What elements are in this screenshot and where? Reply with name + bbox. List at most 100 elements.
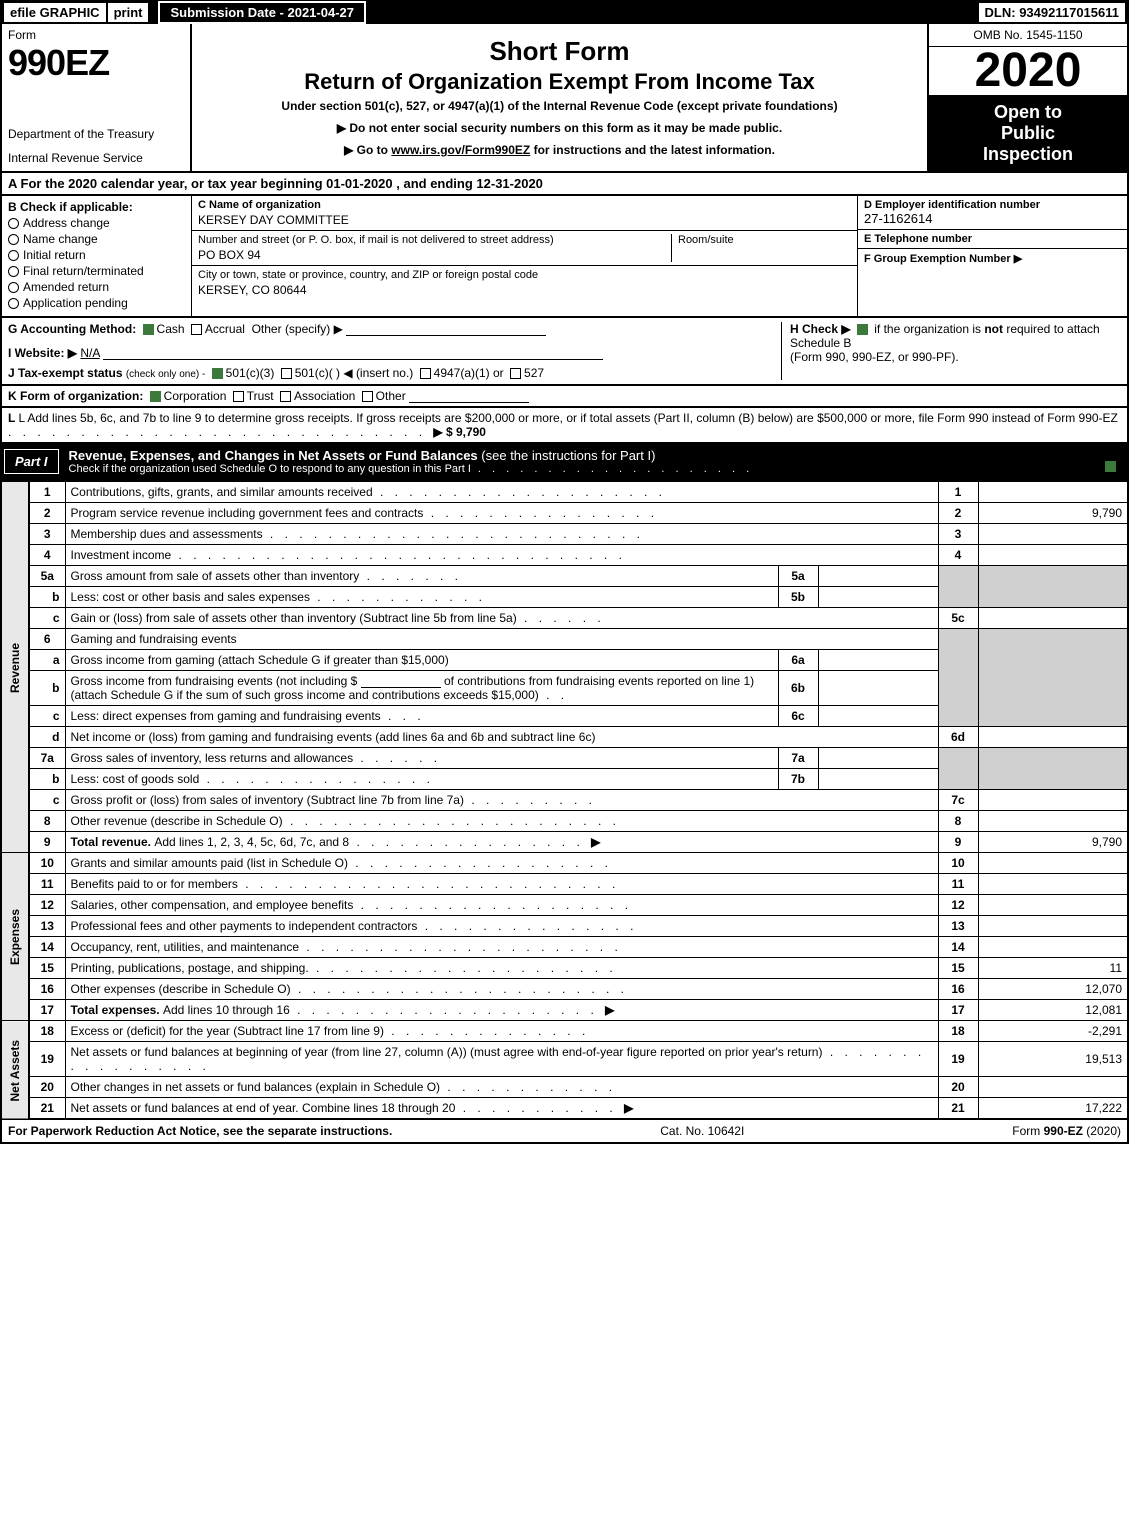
line-17: 17 Total expenses. Add lines 10 through … — [1, 1000, 1128, 1021]
chk-address-change[interactable]: Address change — [8, 216, 185, 230]
amt-15: 11 — [978, 958, 1128, 979]
amt-14 — [978, 937, 1128, 958]
line-8: 8 Other revenue (describe in Schedule O)… — [1, 811, 1128, 832]
inval-5b — [818, 587, 938, 608]
ghij-block: G Accounting Method: Cash Accrual Other … — [0, 318, 1129, 386]
org-address: PO BOX 94 — [198, 248, 671, 262]
chk-initial-return[interactable]: Initial return — [8, 248, 185, 262]
open-public-badge: Open to Public Inspection — [929, 96, 1127, 171]
chk-other-org[interactable] — [362, 391, 373, 402]
amt-5c — [978, 608, 1128, 629]
chk-501c[interactable] — [281, 368, 292, 379]
part-i-title: Revenue, Expenses, and Changes in Net As… — [61, 444, 1127, 479]
section-b: B Check if applicable: Address change Na… — [2, 196, 192, 316]
amt-1 — [978, 482, 1128, 503]
chk-schedule-b-not-required[interactable] — [857, 324, 868, 335]
line-15: 15 Printing, publications, postage, and … — [1, 958, 1128, 979]
amt-3 — [978, 524, 1128, 545]
under-section: Under section 501(c), 527, or 4947(a)(1)… — [202, 99, 917, 113]
form-ref: Form 990-EZ (2020) — [1012, 1124, 1121, 1138]
amt-19: 19,513 — [978, 1042, 1128, 1077]
inval-5a — [818, 566, 938, 587]
chk-corporation[interactable] — [150, 391, 161, 402]
paperwork-notice: For Paperwork Reduction Act Notice, see … — [8, 1124, 392, 1138]
h-pre: H Check ▶ — [790, 322, 854, 336]
chk-final-return[interactable]: Final return/terminated — [8, 264, 185, 278]
amt-20 — [978, 1077, 1128, 1098]
chk-amended-return[interactable]: Amended return — [8, 280, 185, 294]
amt-17: 12,081 — [978, 1000, 1128, 1021]
org-city: KERSEY, CO 80644 — [198, 283, 851, 297]
line-5c: c Gain or (loss) from sale of assets oth… — [1, 608, 1128, 629]
form-word: Form — [8, 28, 184, 42]
line-4: 4 Investment income . . . . . . . . . . … — [1, 545, 1128, 566]
chk-application-pending[interactable]: Application pending — [8, 296, 185, 310]
public: Public — [935, 123, 1121, 144]
amt-6d — [978, 727, 1128, 748]
print-button[interactable]: print — [108, 3, 149, 22]
top-bar: efile GRAPHIC print Submission Date - 20… — [0, 0, 1129, 24]
line-6: 6 Gaming and fundraising events — [1, 629, 1128, 650]
line-11: 11 Benefits paid to or for members . . .… — [1, 874, 1128, 895]
org-name: KERSEY DAY COMMITTEE — [198, 213, 851, 227]
contrib-amount-input[interactable] — [361, 674, 441, 688]
section-c: C Name of organization KERSEY DAY COMMIT… — [192, 196, 857, 316]
amt-18: -2,291 — [978, 1021, 1128, 1042]
l-amount: ▶ $ 9,790 — [433, 425, 486, 439]
other-method-input[interactable] — [346, 322, 546, 336]
expenses-side-label: Expenses — [1, 853, 29, 1021]
line-6d: d Net income or (loss) from gaming and f… — [1, 727, 1128, 748]
chk-association[interactable] — [280, 391, 291, 402]
line-7c: c Gross profit or (loss) from sales of i… — [1, 790, 1128, 811]
ein-value: 27-1162614 — [864, 211, 1121, 226]
amt-2: 9,790 — [978, 503, 1128, 524]
catalog-number: Cat. No. 10642I — [660, 1124, 744, 1138]
chk-schedule-o-part-i[interactable] — [1105, 461, 1116, 472]
period-line: A For the 2020 calendar year, or tax yea… — [0, 173, 1129, 196]
line-21: 21 Net assets or fund balances at end of… — [1, 1098, 1128, 1120]
chk-527[interactable] — [510, 368, 521, 379]
inval-7b — [818, 769, 938, 790]
c-label: C Name of organization — [198, 199, 321, 211]
g-label: G Accounting Method: — [8, 322, 136, 336]
goto-line: ▶ Go to www.irs.gov/Form990EZ for instru… — [202, 143, 917, 157]
goto-post: for instructions and the latest informat… — [530, 143, 775, 157]
line-16: 16 Other expenses (describe in Schedule … — [1, 979, 1128, 1000]
chk-501c3[interactable] — [212, 368, 223, 379]
line-10: Expenses 10 Grants and similar amounts p… — [1, 853, 1128, 874]
j-hint: (check only one) - — [126, 369, 205, 380]
return-title: Return of Organization Exempt From Incom… — [202, 69, 917, 95]
line-14: 14 Occupancy, rent, utilities, and maint… — [1, 937, 1128, 958]
i-label: I Website: ▶ — [8, 346, 77, 360]
inval-6a — [818, 650, 938, 671]
dept-treasury: Department of the Treasury — [8, 127, 184, 141]
amt-4 — [978, 545, 1128, 566]
line-12: 12 Salaries, other compensation, and emp… — [1, 895, 1128, 916]
section-h: H Check ▶ if the organization is not req… — [781, 322, 1121, 380]
revenue-side-label: Revenue — [1, 482, 29, 853]
submission-date: Submission Date - 2021-04-27 — [158, 1, 366, 24]
open-to: Open to — [935, 102, 1121, 123]
short-form-title: Short Form — [202, 36, 917, 67]
dln-label: DLN: 93492117015611 — [979, 3, 1125, 22]
website-line — [103, 346, 603, 360]
efile-label: efile GRAPHIC — [4, 3, 106, 22]
chk-cash[interactable] — [143, 324, 154, 335]
tax-year: 2020 — [929, 47, 1127, 96]
other-org-input[interactable] — [409, 389, 529, 403]
chk-trust[interactable] — [233, 391, 244, 402]
amt-21: 17,222 — [978, 1098, 1128, 1120]
line-20: 20 Other changes in net assets or fund b… — [1, 1077, 1128, 1098]
e-label: E Telephone number — [864, 233, 1121, 245]
amt-7c — [978, 790, 1128, 811]
entity-block: B Check if applicable: Address change Na… — [0, 196, 1129, 318]
irs-link[interactable]: www.irs.gov/Form990EZ — [391, 143, 530, 157]
chk-name-change[interactable]: Name change — [8, 232, 185, 246]
chk-4947[interactable] — [420, 368, 431, 379]
line-9: 9 Total revenue. Total revenue. Add line… — [1, 832, 1128, 853]
amt-9: 9,790 — [978, 832, 1128, 853]
line-5a: 5a Gross amount from sale of assets othe… — [1, 566, 1128, 587]
chk-accrual[interactable] — [191, 324, 202, 335]
page-footer: For Paperwork Reduction Act Notice, see … — [0, 1120, 1129, 1144]
inval-7a — [818, 748, 938, 769]
